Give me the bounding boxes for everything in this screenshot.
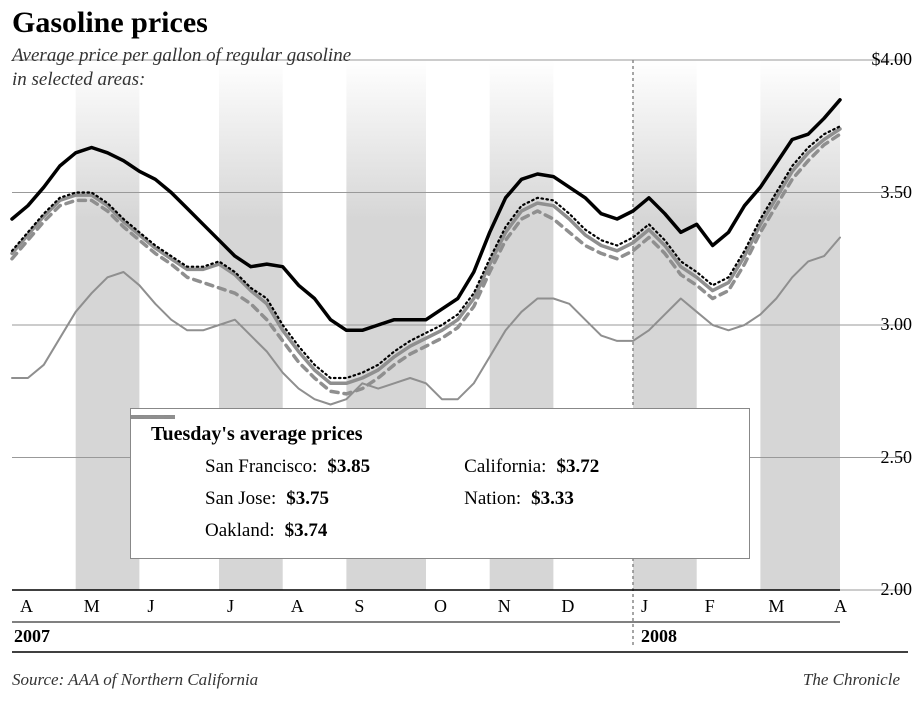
x-axis-month-label: M (84, 596, 100, 617)
legend-swatch (151, 491, 195, 507)
credit-text: The Chronicle (803, 670, 900, 690)
legend-item: Nation: $3.33 (410, 488, 599, 510)
legend-label: Oakland: (205, 520, 275, 542)
legend-swatch (410, 491, 454, 507)
chart-root: Gasoline prices Average price per gallon… (0, 0, 920, 715)
legend-swatch (151, 459, 195, 475)
legend-swatch (410, 459, 454, 475)
legend-label: San Francisco: (205, 456, 317, 478)
y-axis-label: 2.50 (881, 447, 913, 468)
x-axis-month-label: D (561, 596, 574, 617)
legend-column: California: $3.72 Nation: $3.33 (410, 456, 599, 542)
x-axis-month-label: O (434, 596, 447, 617)
chart-title: Gasoline prices (12, 6, 208, 40)
legend-price: $3.85 (327, 456, 370, 478)
legend-box: Tuesday's average prices San Francisco: … (130, 408, 750, 559)
x-axis-month-label: A (291, 596, 304, 617)
x-axis-month-label: J (227, 596, 234, 617)
x-axis-month-label: A (834, 596, 847, 617)
x-axis-month-label: N (498, 596, 511, 617)
legend-column: San Francisco: $3.85 San Jose: $3.75 Oakla… (151, 456, 370, 542)
y-axis-label: $4.00 (872, 49, 913, 70)
x-axis-month-label: S (354, 596, 364, 617)
legend-price: $3.75 (286, 488, 329, 510)
source-text: Source: AAA of Northern California (12, 670, 258, 690)
legend-label: California: (464, 456, 546, 478)
x-axis-year-label: 2007 (14, 626, 50, 647)
legend-price: $3.33 (531, 488, 574, 510)
legend-item: San Jose: $3.75 (151, 488, 370, 510)
chart-subtitle: Average price per gallon of regular gaso… (12, 44, 351, 92)
legend-label: San Jose: (205, 488, 276, 510)
legend-item: California: $3.72 (410, 456, 599, 478)
legend-price: $3.72 (556, 456, 599, 478)
legend-label: Nation: (464, 488, 521, 510)
y-axis-label: 2.00 (881, 579, 913, 600)
x-axis-month-label: M (768, 596, 784, 617)
legend-item: Oakland: $3.74 (151, 520, 370, 542)
y-axis-label: 3.00 (881, 314, 913, 335)
legend-price: $3.74 (285, 520, 328, 542)
legend-item: San Francisco: $3.85 (151, 456, 370, 478)
x-axis-month-label: J (641, 596, 648, 617)
x-axis-month-label: A (20, 596, 33, 617)
y-axis-label: 3.50 (881, 182, 913, 203)
legend-swatch (151, 523, 195, 539)
x-axis-month-label: J (147, 596, 154, 617)
x-axis-year-label: 2008 (641, 626, 677, 647)
legend-title: Tuesday's average prices (151, 423, 729, 446)
x-axis-month-label: F (705, 596, 715, 617)
